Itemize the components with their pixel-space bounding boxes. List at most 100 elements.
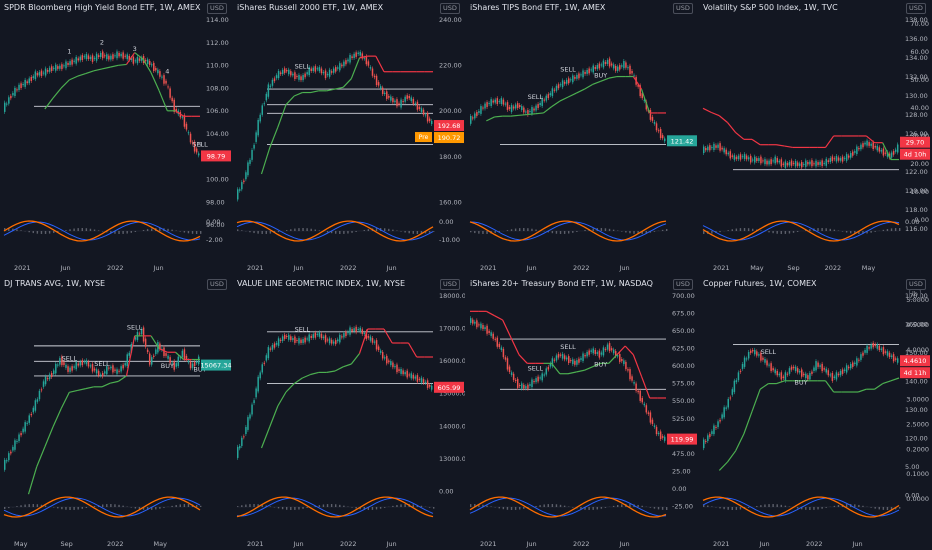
candle [811,160,813,167]
osc-bar [801,507,803,510]
candle [625,62,627,68]
candle [28,78,30,84]
candle [570,360,572,362]
candle [406,370,408,378]
osc-bar [249,231,251,233]
candle [308,67,310,76]
candle [490,99,492,106]
candle [367,336,370,338]
candle [108,367,110,369]
candle [341,64,343,67]
chart-panel[interactable]: 240.00 220.00 200.00 180.00 160.00 SELL 0.00 -1… [233,0,465,274]
candle [633,382,635,384]
candle [884,152,887,154]
candle [655,426,658,435]
candle [193,141,196,152]
unit-badge-secondary[interactable]: lb [909,289,921,300]
trailing-stop [727,450,737,463]
trailing-stop [702,107,712,113]
trailing-stop [260,426,271,449]
osc-bar [8,507,10,509]
osc-bar [845,504,848,507]
y-tick-label: 128.00 [905,111,928,119]
osc-bar [760,230,762,231]
unit-badge[interactable]: USD [673,3,693,14]
osc-signal-line [702,497,900,517]
chart-panel[interactable]: SELL SELL SELL BUY BUY May Sep 2022 May 15067.34 D… [0,276,232,550]
candle [34,71,37,80]
candle [249,159,251,164]
osc-bar [821,228,823,231]
candle [271,345,274,350]
candle [737,372,740,381]
candle [253,400,255,404]
trailing-stop [285,383,295,393]
candle [629,65,631,74]
osc-bar [792,231,795,233]
unit-badge[interactable]: USD [440,279,460,290]
chart-panel[interactable]: 114.00112.00110.00108.00106.00104.00102.… [0,0,232,274]
candle [390,96,392,101]
osc-bar [833,229,836,231]
candle [525,386,527,389]
candle [547,94,550,99]
osc-bar [711,231,713,234]
unit-badge[interactable]: USD [906,3,926,14]
signal-marker: SELL [528,93,544,101]
osc-bar [784,231,787,234]
candle [500,347,503,350]
x-tick-label: 2021 [14,264,31,272]
candle [42,381,45,387]
candle [490,332,492,336]
osc-bar [306,507,308,508]
osc-bar [858,231,860,234]
osc-bar [621,504,623,507]
chart-svg: 114.00112.00110.00108.00106.00104.00102.… [3,16,231,272]
osc-bar [841,231,844,232]
candle [171,97,173,102]
candle [856,146,858,155]
osc-bar [502,507,505,510]
candle [261,364,263,373]
candle [85,360,88,365]
candle [502,99,505,105]
chart-panel[interactable]: 138.00 136.00 134.00 132.00 130.00 128.00 126.… [699,0,931,274]
candle [703,146,705,154]
candle [281,336,284,341]
chart-panel[interactable]: 18000.00 17000.00 16000.00 15000.00 14000.00… [233,276,465,550]
candle [529,110,531,112]
unit-badge[interactable]: USD [673,279,693,290]
candle [243,180,245,183]
y-tick-label: 160.00 [905,321,928,329]
unit-badge[interactable]: USD [440,3,460,14]
candle [320,333,323,339]
osc-line [3,496,201,518]
candle [120,366,122,372]
candle [77,363,79,366]
osc-bar [388,228,390,231]
osc-bar [36,231,39,234]
candle [114,55,116,57]
candle [476,112,478,116]
candle [494,338,496,340]
osc-bar [572,231,574,233]
candle [384,357,386,359]
chart-panel[interactable]: 170.00 160.00 150.00 140.00 130.00 120.00 5.00… [699,276,931,550]
candle [854,362,856,364]
candle [16,89,18,91]
candle [551,88,554,97]
osc-bar [768,504,770,507]
candle [561,353,564,359]
osc-bar [731,229,733,231]
chart-panel[interactable]: 700.00 675.00 650.00 625.00 600.00 575.00 550.… [466,276,698,550]
candle [347,59,349,62]
candle [535,105,537,111]
unit-badge[interactable]: USD [207,279,227,290]
candle [14,440,16,450]
chart-panel[interactable]: SELL SELL BUY 2021 Jun 2022 Jun 121.42 iShares T… [466,0,698,274]
candle [655,123,658,131]
osc-bar [854,231,856,234]
candle [126,354,128,367]
candle [472,319,474,324]
unit-badge[interactable]: USD [207,3,227,14]
